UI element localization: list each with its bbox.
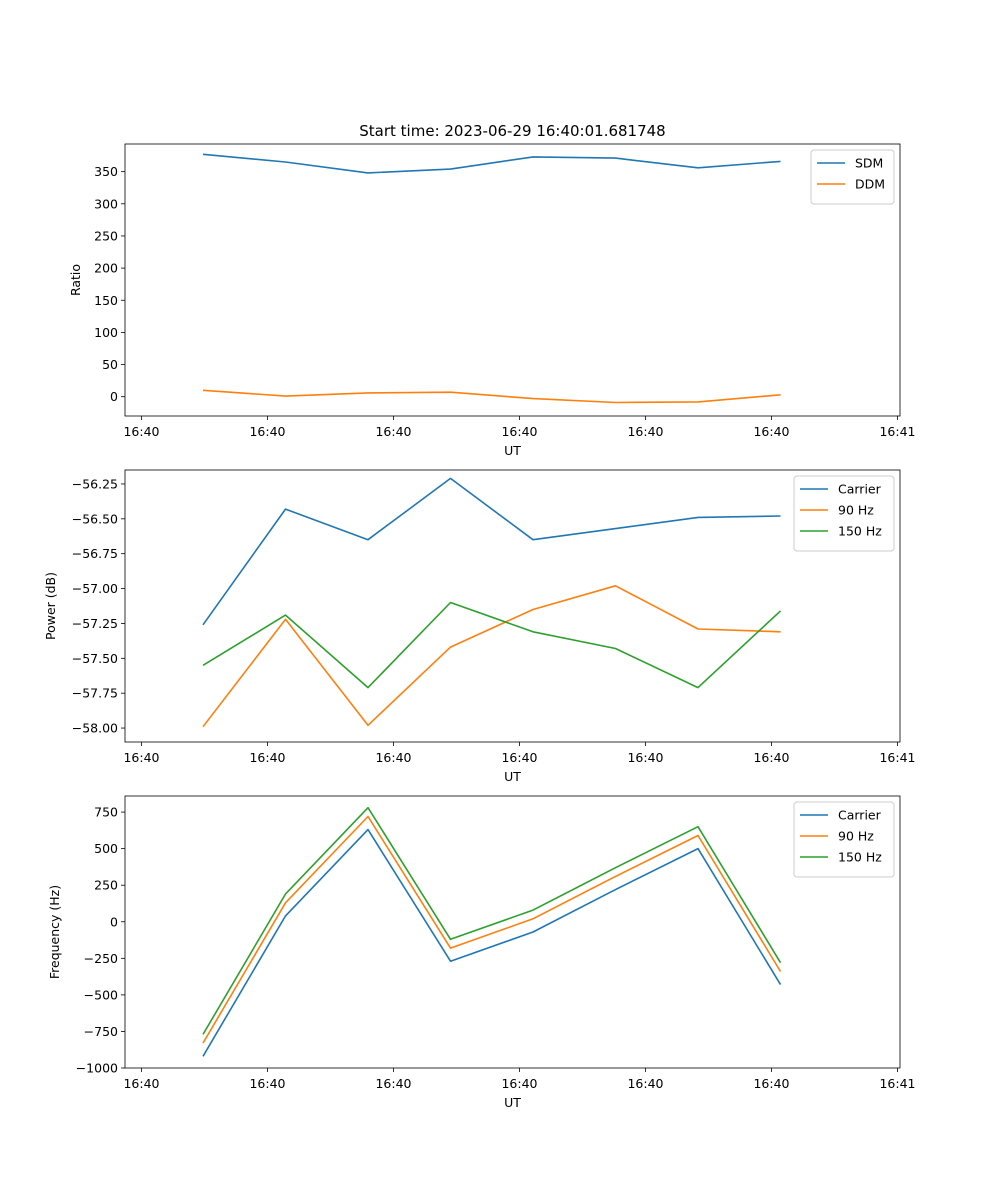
x-axis-label: UT — [504, 443, 521, 458]
x-tick-label: 16:40 — [375, 1076, 411, 1091]
x-tick-label: 16:40 — [375, 424, 411, 439]
y-tick-label: 500 — [94, 841, 118, 856]
y-tick-label: 750 — [94, 805, 118, 820]
series-line-carrier — [202, 477, 781, 626]
x-tick-label: 16:40 — [249, 1076, 285, 1091]
x-tick-label: 16:40 — [753, 1076, 789, 1091]
plot-frame — [124, 795, 901, 1069]
legend-label: 90 Hz — [838, 829, 874, 844]
series-line-sdm — [202, 153, 781, 174]
y-tick-label: −57.00 — [72, 581, 118, 596]
y-axis-label: Power (dB) — [43, 572, 58, 640]
legend-label: 150 Hz — [838, 524, 882, 539]
y-tick-label: 150 — [94, 293, 118, 308]
legend-label: 150 Hz — [838, 850, 882, 865]
x-tick-label: 16:40 — [501, 750, 537, 765]
x-tick-label: 16:40 — [627, 424, 663, 439]
y-tick-label: −56.75 — [72, 546, 118, 561]
x-tick-label: 16:40 — [123, 1076, 159, 1091]
plot-frame — [124, 469, 901, 743]
y-tick-label: 100 — [94, 325, 118, 340]
plot-frame — [124, 143, 901, 417]
y-tick-label: −56.50 — [72, 511, 118, 526]
legend-box — [793, 475, 895, 552]
y-tick-label: −750 — [84, 1024, 118, 1039]
legend: Carrier 90 Hz 150 Hz — [793, 475, 895, 552]
legend: SDM DDM — [810, 149, 895, 205]
y-tick-label: 300 — [94, 196, 118, 211]
legend-label: Carrier — [838, 808, 882, 823]
panels: 16:40 16:40 16:40 16:40 16:40 16:40 16:41 0 50 10… — [43, 143, 916, 1110]
y-tick-label: 50 — [102, 357, 118, 372]
figure-title: Start time: 2023-06-29 16:40:01.681748 — [359, 122, 665, 140]
y-tick-label: −58.00 — [72, 721, 118, 736]
y-axis-label: Frequency (Hz) — [47, 885, 62, 979]
y-tick-label: 0 — [110, 389, 118, 404]
chart-panel-1: 16:40 16:40 16:40 16:40 16:40 16:40 16:41 0 50 10… — [68, 143, 916, 458]
x-tick-label: 16:41 — [879, 750, 915, 765]
x-tick-label: 16:40 — [123, 424, 159, 439]
y-tick-label: −56.25 — [72, 476, 118, 491]
y-tick-label: 0 — [110, 914, 118, 929]
x-tick-label: 16:41 — [879, 1076, 915, 1091]
chart-panel-2: 16:40 16:40 16:40 16:40 16:40 16:40 16:41 −58.0… — [43, 469, 916, 784]
series-line-ddm — [202, 389, 781, 404]
y-tick-label: −57.25 — [72, 616, 118, 631]
x-tick-label: 16:40 — [123, 750, 159, 765]
x-axis-label: UT — [504, 1095, 521, 1110]
x-tick-label: 16:40 — [249, 750, 285, 765]
legend-label: Carrier — [838, 482, 882, 497]
series-line-150-hz — [202, 806, 782, 1035]
y-tick-label: −1000 — [76, 1061, 118, 1076]
x-tick-label: 16:41 — [879, 424, 915, 439]
x-tick-label: 16:40 — [375, 750, 411, 765]
legend-box — [793, 801, 895, 878]
legend-label: DDM — [855, 177, 885, 192]
x-tick-label: 16:40 — [627, 1076, 663, 1091]
y-tick-label: 200 — [94, 261, 118, 276]
x-tick-label: 16:40 — [627, 750, 663, 765]
x-tick-label: 16:40 — [501, 424, 537, 439]
chart-panel-3: 16:40 16:40 16:40 16:40 16:40 16:40 16:41 −1000… — [47, 795, 916, 1110]
series-line-90-hz — [202, 584, 781, 728]
series-line-150-hz — [202, 601, 782, 689]
y-tick-label: −57.75 — [72, 686, 118, 701]
x-axis-label: UT — [504, 769, 521, 784]
x-tick-label: 16:40 — [753, 750, 789, 765]
y-tick-label: −250 — [84, 951, 118, 966]
y-axis-label: Ratio — [68, 264, 83, 296]
y-tick-label: 350 — [94, 164, 118, 179]
x-tick-label: 16:40 — [249, 424, 285, 439]
y-tick-label: −57.50 — [72, 651, 118, 666]
y-tick-label: −500 — [84, 987, 118, 1002]
y-tick-label: 250 — [94, 878, 118, 893]
legend-label: 90 Hz — [838, 503, 874, 518]
legend-label: SDM — [855, 156, 883, 171]
series-line-90-hz — [202, 815, 782, 1044]
x-tick-label: 16:40 — [753, 424, 789, 439]
series-line-carrier — [202, 828, 782, 1057]
x-tick-label: 16:40 — [501, 1076, 537, 1091]
legend: Carrier 90 Hz 150 Hz — [793, 801, 895, 878]
y-tick-label: 250 — [94, 228, 118, 243]
